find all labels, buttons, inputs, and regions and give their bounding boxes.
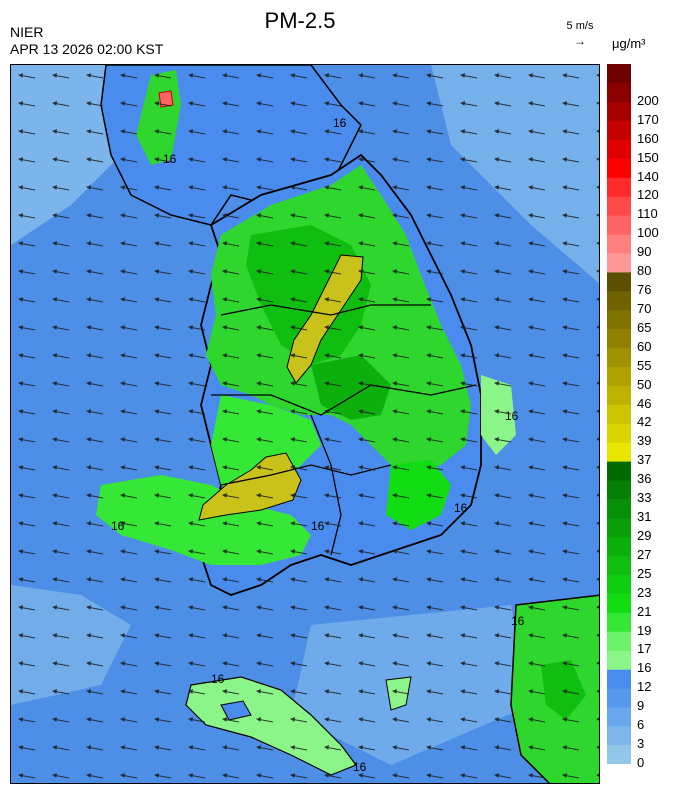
legend-swatch <box>607 347 631 368</box>
legend-tick-label: 55 <box>637 357 652 373</box>
legend-swatch <box>607 158 631 178</box>
contour-label: 16 <box>211 672 225 686</box>
legend-tick-label: 0 <box>637 755 645 770</box>
legend-tick-label: 100 <box>637 225 659 241</box>
legend-colorbar <box>607 64 631 765</box>
legend-swatch <box>607 536 631 557</box>
legend-swatch <box>607 234 631 254</box>
legend-swatch <box>607 215 631 235</box>
legend-swatch <box>607 499 631 519</box>
legend-tick-label: 21 <box>637 603 652 619</box>
legend-tick-label: 6 <box>637 717 645 733</box>
legend-tick-label: 12 <box>637 679 652 695</box>
legend-tick-label: 19 <box>637 622 652 638</box>
legend-tick-label: 160 <box>637 130 659 146</box>
legend-tick-label: 36 <box>637 471 652 487</box>
legend-swatch <box>607 253 631 273</box>
legend-swatch <box>607 593 631 613</box>
legend-swatch <box>607 309 631 330</box>
legend-tick-label: 110 <box>637 206 658 222</box>
legend-tick-label: 200 <box>637 92 659 108</box>
legend-tick-label: 70 <box>637 300 652 316</box>
legend-tick-label: 3 <box>637 736 645 752</box>
legend-tick-label: 50 <box>637 376 652 392</box>
legend-tick-label: 46 <box>637 395 652 411</box>
contour-label: 16 <box>163 152 177 166</box>
legend-swatch <box>607 120 631 140</box>
legend-tick-label: 39 <box>637 433 652 449</box>
legend-swatch <box>607 574 631 595</box>
legend-tick-label: 42 <box>637 414 652 430</box>
legend-swatch <box>607 669 631 689</box>
legend-swatch <box>607 291 631 311</box>
legend-tick-label: 170 <box>637 111 659 127</box>
legend-swatch <box>607 139 631 159</box>
legend-swatch <box>607 177 631 197</box>
legend-swatch <box>607 480 631 500</box>
legend-swatch <box>607 82 631 103</box>
legend-tick-label: 9 <box>637 698 645 714</box>
contour-label: 16 <box>505 409 519 423</box>
wind-reference-label: 5 m/s <box>566 20 594 32</box>
wind-reference: 5 m/s → <box>556 20 604 48</box>
legend-tick-label: 60 <box>637 338 652 354</box>
legend-swatch <box>607 707 631 727</box>
legend-swatch <box>607 423 631 443</box>
legend-swatch <box>607 328 631 349</box>
legend-unit: μg/m³ <box>612 36 646 51</box>
legend-swatch <box>607 101 631 122</box>
legend-tick-label: 25 <box>637 565 652 581</box>
legend-swatch <box>607 64 631 84</box>
legend-swatch <box>607 442 631 462</box>
datetime-label: APR 13 2026 02:00 KST <box>10 41 164 57</box>
legend-tick-label: 29 <box>637 527 652 543</box>
wind-reference-arrow-icon: → <box>574 34 586 48</box>
legend-swatch <box>607 518 631 538</box>
legend-swatch <box>607 272 631 292</box>
legend-tick-label: 31 <box>637 509 652 525</box>
legend-tick-label: 140 <box>637 168 659 184</box>
legend-swatch <box>607 366 631 386</box>
legend-tick-label: 90 <box>637 244 652 260</box>
legend-swatch <box>607 196 631 216</box>
legend-swatch <box>607 726 631 746</box>
contour-label: 16 <box>311 519 325 533</box>
legend-swatch <box>607 612 631 632</box>
contour-labels: 16 16 16 16 16 16 16 16 16 <box>111 116 525 774</box>
legend-swatch <box>607 745 631 765</box>
legend-swatch <box>607 404 631 424</box>
legend-tick-label: 150 <box>637 149 659 165</box>
contour-label: 16 <box>111 519 125 533</box>
legend-tick-label: 76 <box>637 282 652 298</box>
legend-tick-label: 16 <box>637 660 652 676</box>
legend-swatch <box>607 385 631 405</box>
wind-vectors <box>11 65 599 783</box>
legend-tick-label: 23 <box>637 584 652 600</box>
contour-label: 16 <box>511 614 525 628</box>
agency-label: NIER <box>10 24 44 40</box>
legend-swatch <box>607 650 631 670</box>
legend-tick-label: 37 <box>637 452 652 468</box>
legend-swatch <box>607 688 631 708</box>
legend-tick-label: 17 <box>637 641 652 657</box>
legend-swatch <box>607 631 631 651</box>
legend-labels: 0 3 6 9 12 16 17 19 21 23 25 27 29 31 33 36 37 39 42 46 50 55… <box>637 64 673 769</box>
contour-label: 16 <box>454 501 468 515</box>
map-title: PM-2.5 <box>264 8 336 33</box>
contour-label: 16 <box>353 760 367 774</box>
legend-swatch <box>607 461 631 481</box>
legend-tick-label: 27 <box>637 546 652 562</box>
legend-tick-label: 33 <box>637 490 652 506</box>
legend-tick-label: 120 <box>637 187 659 203</box>
map-canvas: 16 16 16 16 16 16 16 16 16 <box>11 65 599 783</box>
legend-swatch <box>607 555 631 576</box>
pm25-map: 16 16 16 16 16 16 16 16 16 <box>10 64 600 784</box>
contour-label: 16 <box>333 116 347 130</box>
legend-tick-label: 65 <box>637 319 652 335</box>
legend-tick-label: 80 <box>637 263 652 279</box>
